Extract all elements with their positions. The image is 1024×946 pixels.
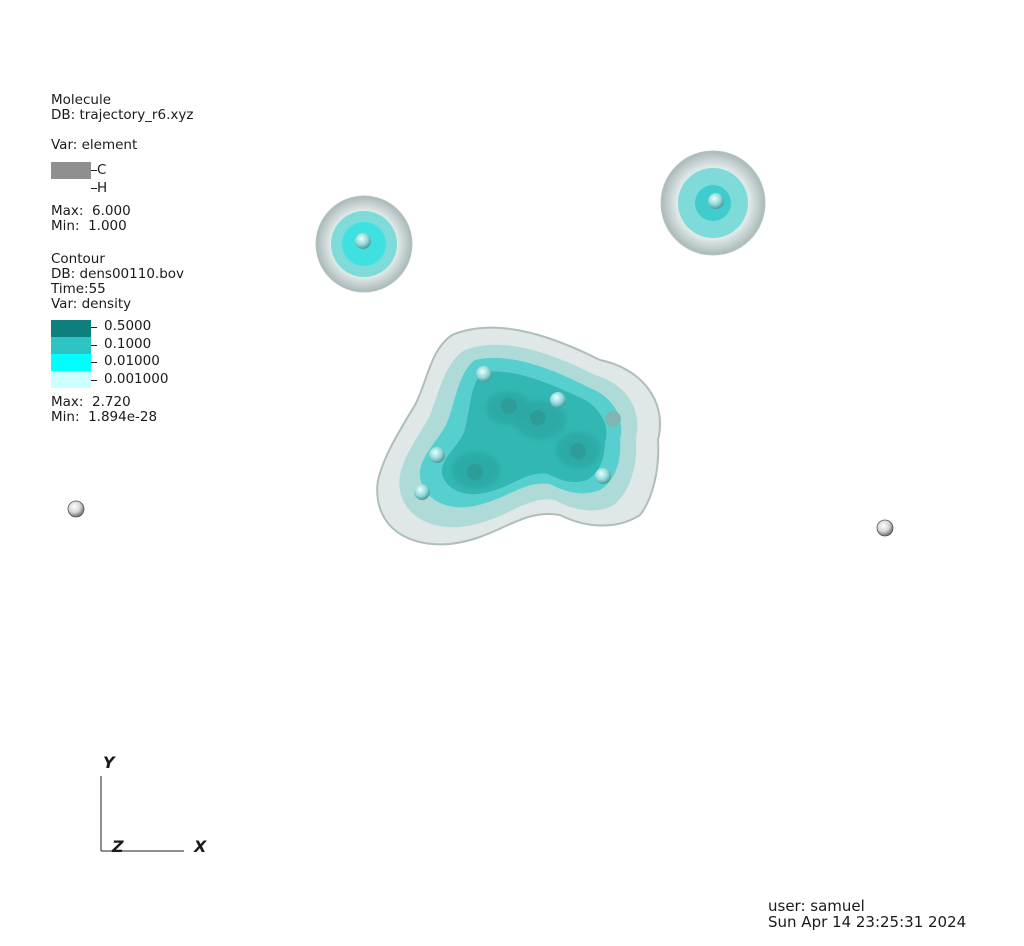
timestamp-label: Sun Apr 14 23:25:31 2024 [768,914,966,930]
x-axis-label: X [194,837,206,856]
atom-sphere [355,233,371,249]
atom-sphere [414,484,430,500]
atom-sphere [570,443,586,459]
atom-sphere [550,392,566,408]
atom-sphere [476,366,492,382]
atom-sphere [595,468,611,484]
atom-sphere [605,411,621,427]
atom-sphere [501,398,517,414]
density-blob-left [316,196,412,292]
atom-sphere-lone [877,520,893,536]
atom-sphere [429,447,445,463]
density-blob-right [661,151,765,255]
z-axis-label: Z [112,837,124,856]
atom-sphere [467,464,483,480]
atom-sphere [708,193,724,209]
density-molecule [377,328,660,545]
atom-sphere-lone [68,501,84,517]
y-axis-label: Y [103,753,115,772]
user-label: user: samuel [768,898,865,914]
atom-sphere [530,410,546,426]
